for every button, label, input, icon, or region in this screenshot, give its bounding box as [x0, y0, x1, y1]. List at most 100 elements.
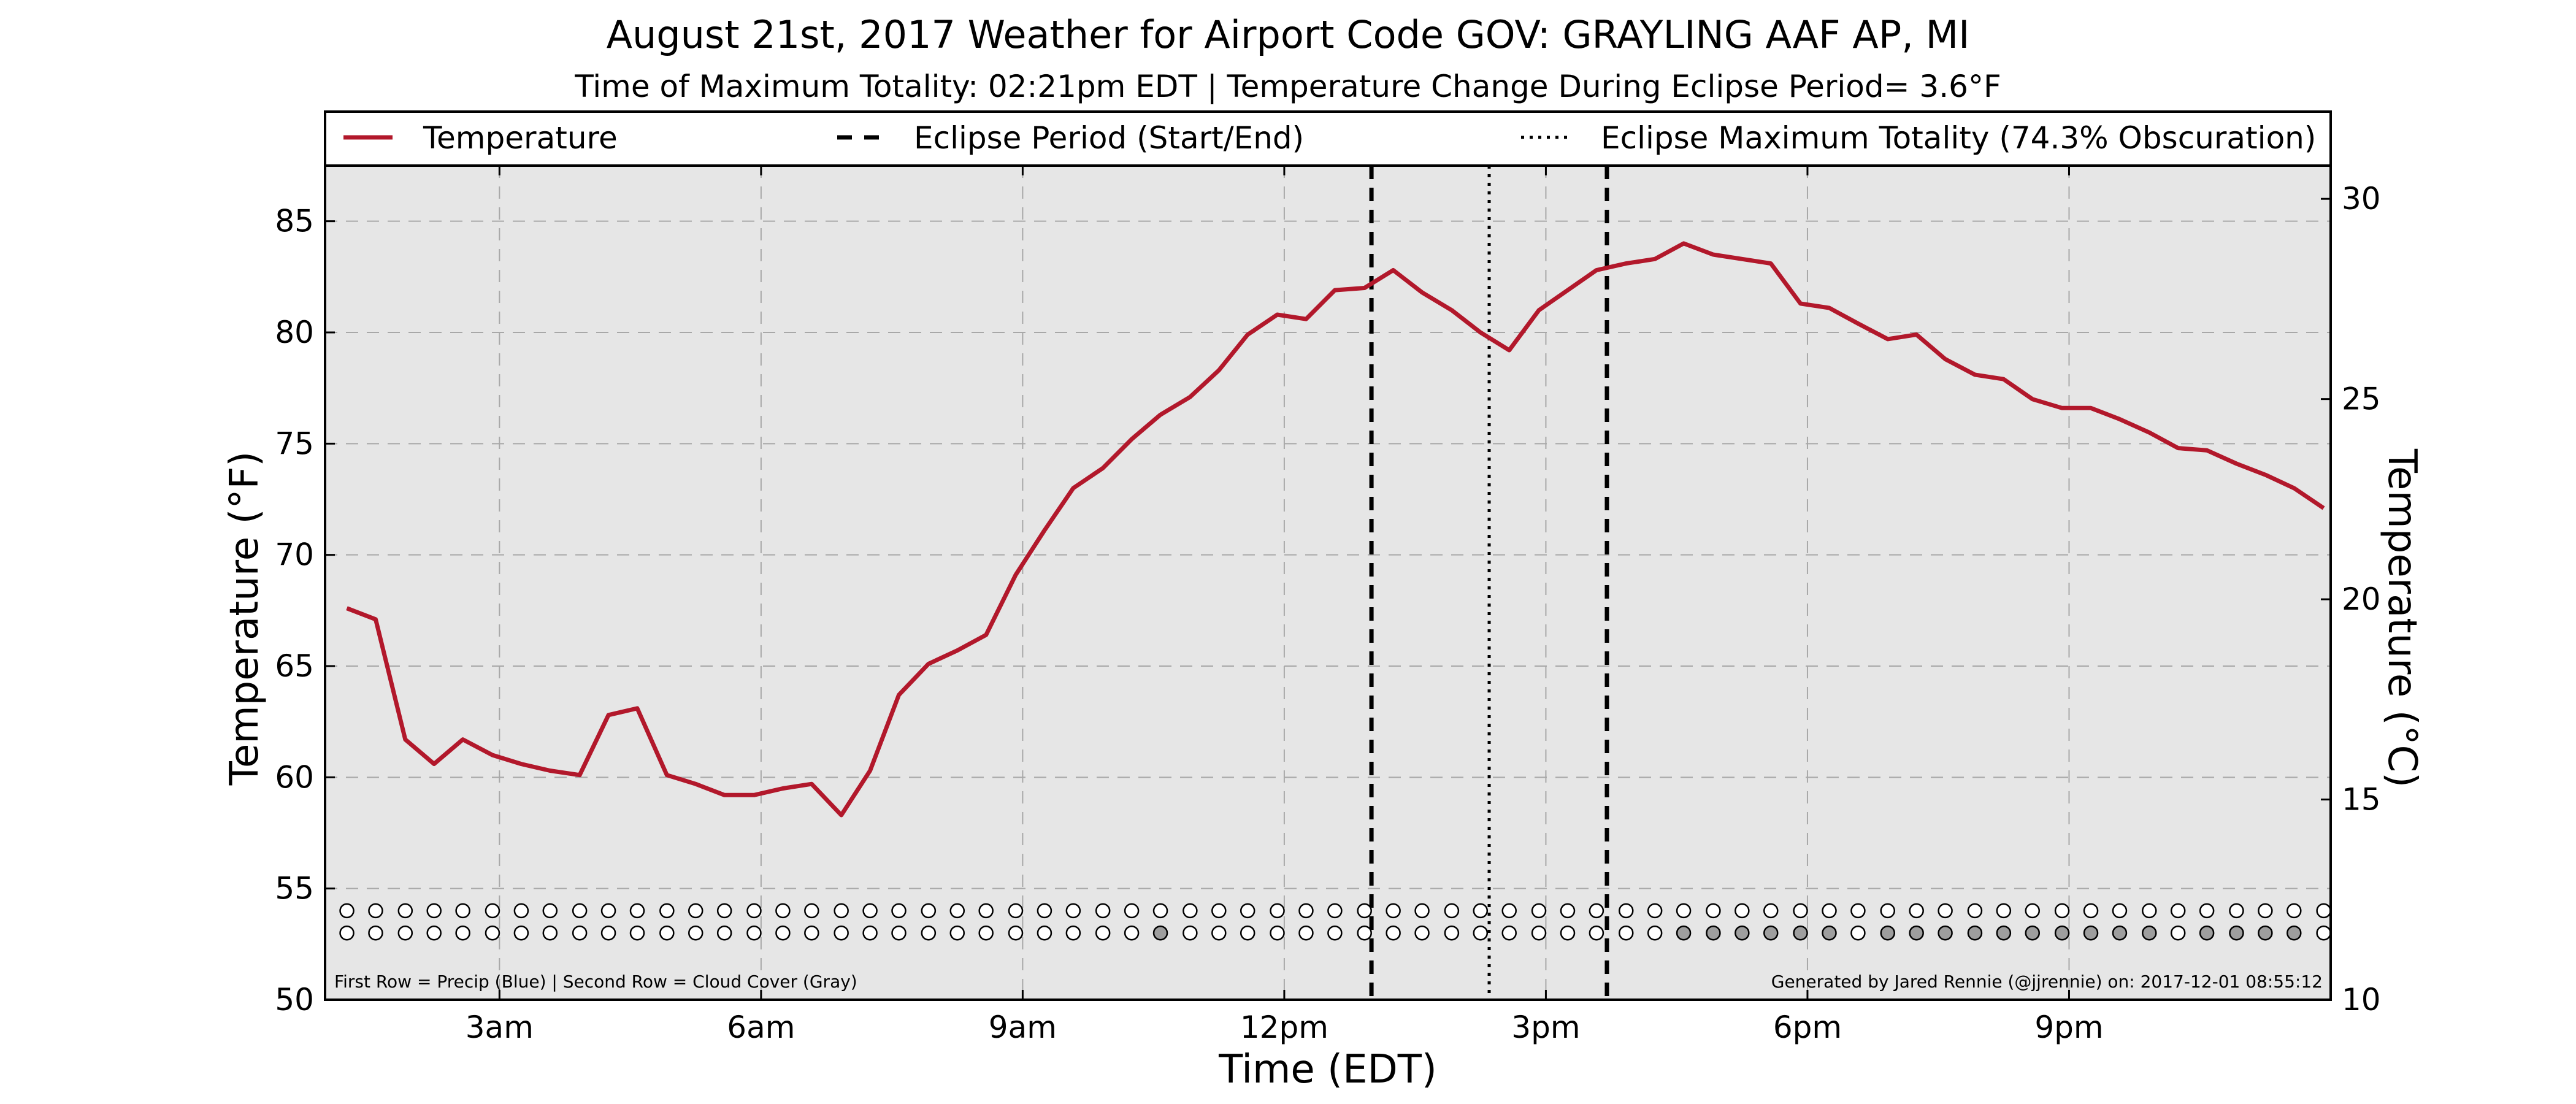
cloud-cover-marker: [1938, 925, 1953, 941]
cloud-cover-marker: [2170, 925, 2186, 941]
cloud-cover-marker: [1618, 925, 1634, 941]
y-tick-label: 60: [275, 759, 314, 795]
precip-marker: [1037, 903, 1052, 919]
cloud-cover-marker: [455, 925, 470, 941]
precip-marker: [891, 903, 907, 919]
precip-marker: [1822, 903, 1837, 919]
precip-marker: [2025, 903, 2041, 919]
x-tick-label: 3am: [466, 1010, 534, 1045]
precip-marker: [2170, 903, 2186, 919]
cloud-cover-marker: [1152, 925, 1168, 941]
precip-marker: [688, 903, 703, 919]
precip-marker: [949, 903, 965, 919]
precip-marker: [572, 903, 588, 919]
precip-marker: [1531, 903, 1547, 919]
precip-marker: [1850, 903, 1866, 919]
cloud-cover-marker: [1183, 925, 1198, 941]
legend-temperature-label: Temperature: [423, 120, 618, 156]
precip-marker: [862, 903, 878, 919]
cloud-cover-marker: [2025, 925, 2041, 941]
precip-marker: [2229, 903, 2244, 919]
cloud-cover-marker: [1298, 925, 1314, 941]
precip-marker: [1386, 903, 1401, 919]
precip-marker: [368, 903, 383, 919]
cloud-cover-marker: [1240, 925, 1255, 941]
x-axis-ticks: 3am 6am 9am 12pm 3pm 6pm 9pm: [466, 166, 2104, 1045]
cloud-cover-marker: [542, 925, 558, 941]
precip-marker: [1735, 903, 1750, 919]
precip-marker: [1357, 903, 1372, 919]
cloud-cover-marker: [659, 925, 675, 941]
y-right-tick-label: 25: [2342, 381, 2381, 417]
precip-marker: [1065, 903, 1081, 919]
cloud-cover-marker: [1793, 925, 1808, 941]
cloud-cover-marker: [1967, 925, 1983, 941]
cloud-cover-marker: [629, 925, 645, 941]
x-tick-label: 3pm: [1511, 1010, 1580, 1045]
precip-marker: [1327, 903, 1343, 919]
legend-eclipse-max-label: Eclipse Maximum Totality (74.3% Obscurat…: [1601, 120, 2316, 156]
cloud-cover-marker: [1647, 925, 1663, 941]
cloud-cover-marker: [485, 925, 500, 941]
precip-marker: [1763, 903, 1779, 919]
precip-marker: [1618, 903, 1634, 919]
precip-marker: [746, 903, 762, 919]
cloud-cover-marker: [1560, 925, 1576, 941]
cloud-cover-marker: [804, 925, 819, 941]
y-tick-label: 70: [275, 537, 314, 573]
precip-marker: [1967, 903, 1983, 919]
observation-marker-rows: [339, 903, 2331, 941]
precip-marker: [1706, 903, 1721, 919]
cloud-cover-marker: [2142, 925, 2157, 941]
y-tick-label: 65: [275, 648, 314, 684]
cloud-cover-marker: [775, 925, 791, 941]
plot-area: First Row = Precip (Blue) | Second Row =…: [324, 164, 2332, 1001]
cloud-cover-marker: [1735, 925, 1750, 941]
cloud-cover-marker: [2258, 925, 2273, 941]
y-right-tick-label: 10: [2342, 982, 2381, 1018]
precip-marker: [485, 903, 500, 919]
y-axis-left-label: Temperature (°F): [222, 451, 267, 786]
cloud-cover-marker: [426, 925, 442, 941]
precip-marker: [1589, 903, 1604, 919]
cloud-cover-marker: [1414, 925, 1430, 941]
precip-marker: [2083, 903, 2099, 919]
cloud-cover-marker: [339, 925, 355, 941]
precip-marker: [2287, 903, 2302, 919]
precip-marker: [1183, 903, 1198, 919]
y-tick-label: 75: [275, 426, 314, 461]
legend: Temperature Eclipse Period (Start/End) E…: [324, 110, 2332, 167]
precip-marker: [775, 903, 791, 919]
y-axis-right-label: Temperature (°C): [2379, 448, 2425, 788]
plot-background: [325, 166, 2331, 1000]
precip-marker: [1152, 903, 1168, 919]
cloud-cover-marker: [834, 925, 849, 941]
precip-marker: [1676, 903, 1692, 919]
precip-marker: [716, 903, 732, 919]
cloud-cover-marker: [397, 925, 413, 941]
marker-rows-legend-note: First Row = Precip (Blue) | Second Row =…: [334, 972, 857, 992]
cloud-cover-marker: [1008, 925, 1024, 941]
precip-marker: [659, 903, 675, 919]
cloud-cover-marker: [368, 925, 383, 941]
cloud-cover-marker: [1909, 925, 1924, 941]
cloud-cover-marker: [1996, 925, 2012, 941]
precip-marker: [1793, 903, 1808, 919]
y-tick-label: 50: [275, 982, 314, 1018]
cloud-cover-marker: [1357, 925, 1372, 941]
cloud-cover-marker: [2083, 925, 2099, 941]
cloud-cover-marker: [1676, 925, 1692, 941]
generated-by-note: Generated by Jared Rennie (@jjrennie) on…: [1771, 972, 2323, 992]
cloud-cover-marker: [1270, 925, 1285, 941]
precip-marker: [1008, 903, 1024, 919]
precip-marker: [2054, 903, 2070, 919]
cloud-cover-marker: [2316, 925, 2331, 941]
precip-marker: [1473, 903, 1489, 919]
precip-marker: [1298, 903, 1314, 919]
y-tick-label: 80: [275, 315, 314, 350]
x-tick-label: 6pm: [1773, 1010, 1842, 1045]
precip-marker: [2199, 903, 2215, 919]
precip-marker: [600, 903, 616, 919]
cloud-cover-marker: [1763, 925, 1779, 941]
precip-marker: [834, 903, 849, 919]
